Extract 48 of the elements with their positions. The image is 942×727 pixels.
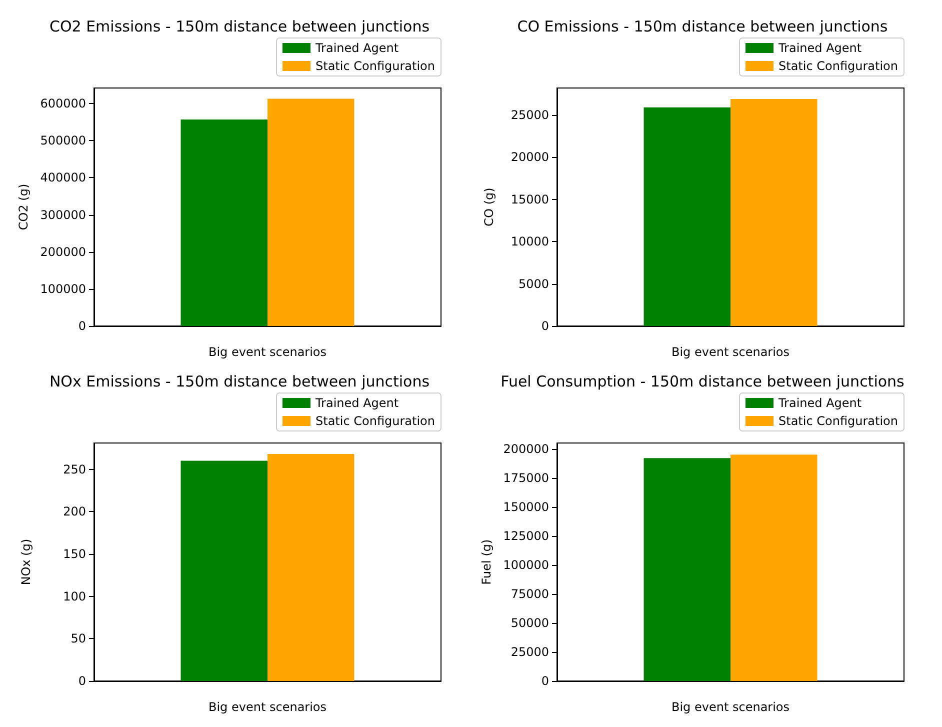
y-tick-label: 175000 <box>503 470 549 485</box>
y-tick-label: 200000 <box>40 244 86 259</box>
x-axis-title: Big event scenarios <box>671 345 790 359</box>
legend-label: Trained Agent <box>314 41 399 55</box>
y-tick-label: 100000 <box>40 282 86 296</box>
chart-title: CO Emissions - 150m distance between junctions <box>517 18 888 36</box>
y-tick-label: 0 <box>78 319 86 333</box>
y-tick-label: 300000 <box>40 208 86 222</box>
x-axis-title: Big event scenarios <box>671 700 790 714</box>
y-tick-label: 50000 <box>510 616 549 630</box>
chart-title: CO2 Emissions - 150m distance between junctions <box>49 18 430 36</box>
legend-label: Static Configuration <box>778 59 898 73</box>
y-tick-label: 150 <box>63 546 86 561</box>
x-axis-title: Big event scenarios <box>208 700 327 714</box>
legend-label: Static Configuration <box>315 59 436 73</box>
x-axis-title: Big event scenarios <box>208 345 327 359</box>
y-tick-label: 500000 <box>40 134 86 148</box>
legend-label: Static Configuration <box>778 414 898 428</box>
y-tick-label: 150000 <box>503 500 549 514</box>
y-tick-label: 200000 <box>503 442 549 456</box>
y-axis-title: NOx (g) <box>19 538 33 586</box>
y-tick-label: 400000 <box>40 170 86 185</box>
legend-label: Trained Agent <box>777 396 862 410</box>
y-tick-label: 25000 <box>510 108 549 122</box>
y-tick-label: 600000 <box>40 96 86 111</box>
y-tick-label: 5000 <box>518 276 549 291</box>
y-tick-label: 125000 <box>503 528 549 543</box>
legend-label: Trained Agent <box>777 41 862 55</box>
y-tick-label: 100000 <box>503 558 549 572</box>
chart-title: NOx Emissions - 150m distance between junctions <box>49 372 430 390</box>
y-axis-title: Fuel (g) <box>479 539 494 585</box>
y-tick-label: 20000 <box>510 150 549 164</box>
y-tick-label: 10000 <box>510 234 549 249</box>
legend-label: Trained Agent <box>314 396 399 410</box>
y-tick-label: 250 <box>63 462 86 476</box>
y-axis-title: CO (g) <box>482 188 496 226</box>
y-tick-label: 0 <box>78 674 86 688</box>
y-tick-label: 0 <box>541 319 549 333</box>
y-tick-label: 200 <box>63 504 86 519</box>
y-tick-label: 75000 <box>510 586 549 601</box>
legend-label: Static Configuration <box>315 414 436 428</box>
y-tick-label: 0 <box>541 674 549 688</box>
y-tick-label: 50 <box>70 632 86 646</box>
y-axis-title: CO2 (g) <box>16 184 30 230</box>
y-tick-label: 25000 <box>510 644 549 659</box>
chart-title: Fuel Consumption - 150m distance between junctions <box>500 372 905 390</box>
y-tick-label: 100 <box>63 589 86 604</box>
y-tick-label: 15000 <box>510 192 549 206</box>
